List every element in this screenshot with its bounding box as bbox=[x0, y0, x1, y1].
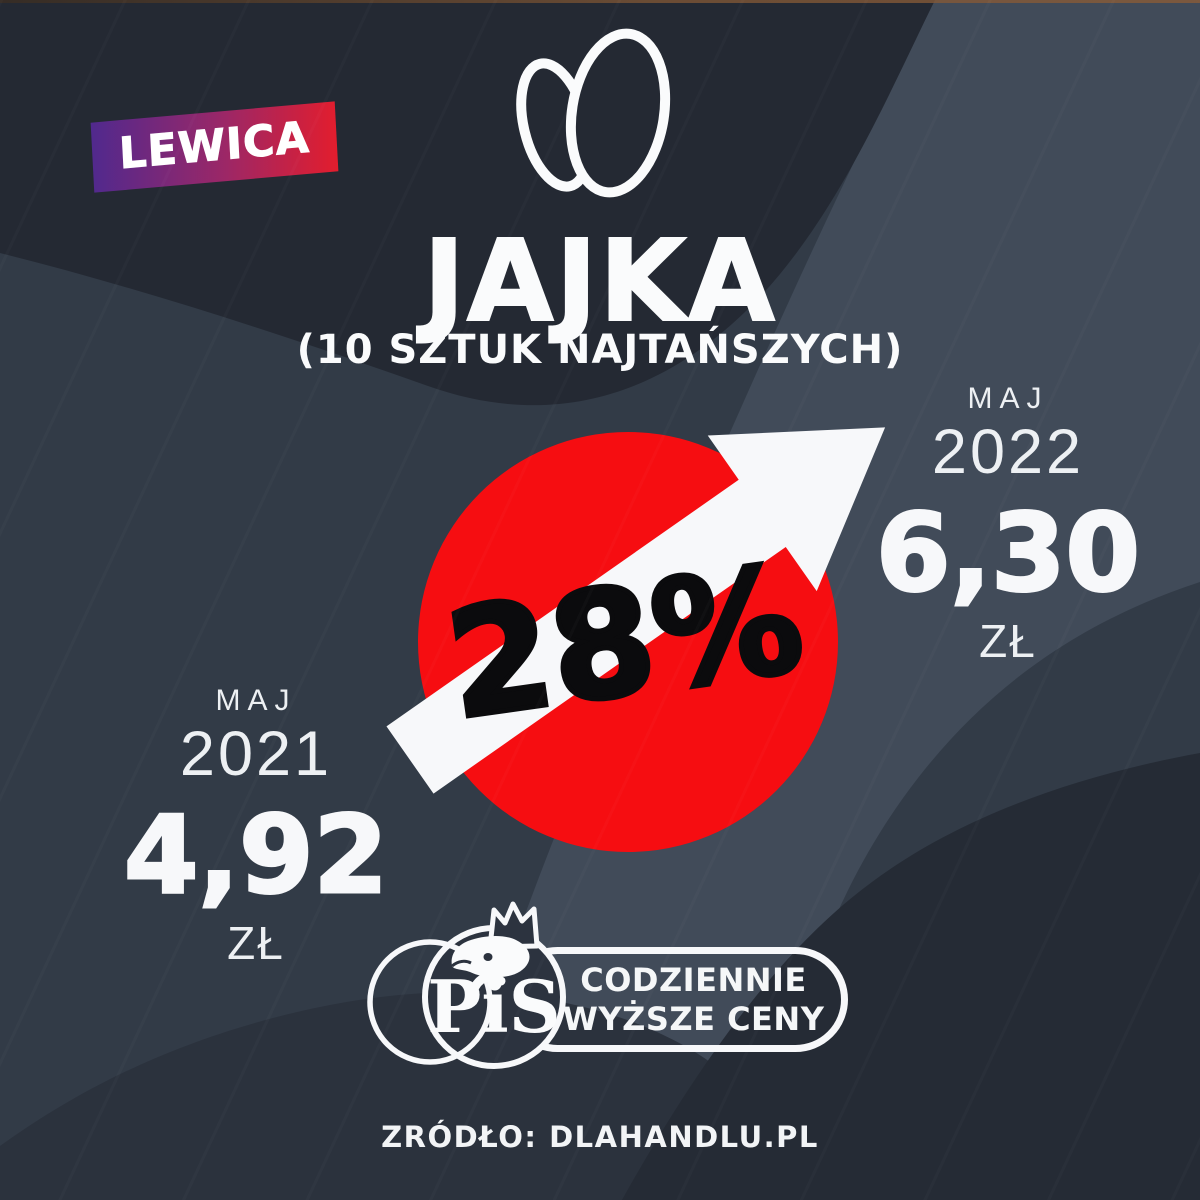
before-price-value: 4,92 bbox=[123, 794, 390, 919]
slogan-pill: CODZIENNIE WYŻSZE CENY bbox=[505, 947, 848, 1052]
after-month-label: MAJ bbox=[967, 382, 1049, 415]
page-title: JAJKA bbox=[422, 217, 777, 347]
percent-change-label: 28% bbox=[435, 530, 815, 755]
lewica-badge-label: LEWICA bbox=[118, 112, 312, 180]
eggs-icon bbox=[516, 28, 671, 198]
slogan-line-1: CODZIENNIE bbox=[580, 960, 807, 999]
top-edge-artifact bbox=[0, 0, 1200, 3]
after-price-value: 6,30 bbox=[875, 492, 1142, 617]
before-currency-label: ZŁ bbox=[227, 917, 285, 970]
price-before-block: MAJ 2021 4,92 ZŁ bbox=[123, 684, 390, 970]
page-subtitle: (10 SZTUK NAJTAŃSZYCH) bbox=[296, 327, 904, 373]
before-year-label: 2021 bbox=[179, 719, 333, 789]
source-label: ZRÓDŁO: DLAHANDLU.PL bbox=[381, 1120, 819, 1154]
price-after-block: MAJ 2022 6,30 ZŁ bbox=[875, 382, 1142, 668]
after-currency-label: ZŁ bbox=[979, 615, 1037, 668]
slogan-line-2: WYŻSZE CENY bbox=[562, 999, 825, 1038]
before-month-label: MAJ bbox=[215, 684, 297, 717]
after-year-label: 2022 bbox=[931, 417, 1085, 487]
